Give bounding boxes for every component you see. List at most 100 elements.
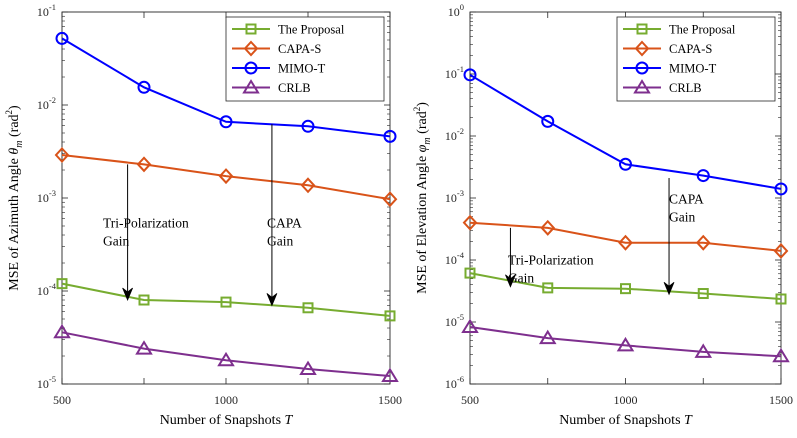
data-point — [56, 278, 68, 290]
x-tick-label: 500 — [53, 393, 71, 407]
series-line — [61, 37, 391, 138]
x-tick-label: 1000 — [614, 393, 638, 407]
series-capa-s — [54, 147, 398, 208]
data-point — [695, 234, 711, 251]
annotation-label: Gain — [508, 270, 534, 285]
chart-panel-1: 10-5 10-4 10-3 10-2 10-1 500 1000 1500 Number of… — [4, 2, 402, 428]
data-point — [220, 296, 232, 308]
x-tick-label: 500 — [461, 393, 479, 407]
series-line — [61, 154, 391, 201]
data-point — [464, 267, 476, 279]
data-point — [301, 119, 315, 133]
data-point — [616, 336, 635, 352]
data-point — [383, 129, 397, 143]
y-tick-label: 10-5 — [445, 312, 464, 329]
series-line — [469, 272, 782, 300]
data-point — [619, 157, 632, 171]
y-axis-title: MSE of Elevation Angle φm (rad2) — [412, 102, 433, 294]
data-point — [219, 115, 233, 129]
data-point — [138, 294, 150, 306]
legend: The Proposal CAPA-S MIMO-T CRLB — [225, 16, 385, 102]
annotation-label: Gain — [267, 234, 293, 249]
data-point — [618, 234, 633, 251]
annotation-arrow-head — [505, 274, 516, 288]
data-point — [136, 156, 152, 173]
data-point — [775, 293, 787, 305]
series-the-proposal — [56, 278, 396, 322]
data-point — [300, 177, 316, 194]
data-point — [54, 147, 70, 163]
data-point — [384, 310, 396, 322]
legend-label: CAPA-S — [669, 42, 712, 56]
y-tick-label: 100 — [448, 2, 464, 19]
legend-marker — [244, 61, 258, 75]
data-point — [463, 68, 477, 82]
annotation-arrow-head — [266, 293, 278, 307]
series-capa-s — [462, 214, 789, 259]
x-tick-label: 1500 — [769, 393, 793, 407]
annotation-label: CAPA — [267, 216, 302, 231]
data-point — [696, 169, 710, 183]
data-point — [694, 343, 713, 358]
y-tick-label: 10-1 — [37, 2, 56, 19]
data-point — [217, 351, 235, 367]
legend-marker — [636, 23, 648, 35]
y-tick-label: 10-3 — [37, 188, 56, 205]
series-mimo-t — [463, 68, 788, 196]
legend-marker — [633, 79, 651, 94]
legend-label: MIMO-T — [669, 62, 717, 76]
data-point — [135, 340, 153, 355]
y-tick-label: 10-6 — [445, 374, 464, 391]
series-line — [469, 326, 782, 358]
annotation-arrow-head — [663, 281, 675, 296]
legend-marker — [635, 61, 649, 75]
chart-panel-2: 10-6 10-5 10-4 10-3 10-2 10-1 100 500 1000 1500 Nu… — [412, 2, 793, 428]
legend-label: The Proposal — [278, 23, 345, 37]
legend-label: MIMO-T — [278, 62, 326, 76]
data-point — [302, 302, 314, 314]
data-point — [541, 114, 555, 128]
legend-marker — [634, 40, 650, 57]
y-tick-label: 10-5 — [37, 374, 56, 391]
annotation-label: Tri-Polarization — [508, 252, 594, 267]
data-point — [299, 360, 317, 375]
data-point — [540, 219, 556, 236]
data-point — [137, 80, 151, 94]
series-mimo-t — [55, 31, 397, 143]
series-line — [469, 221, 782, 252]
data-point — [55, 31, 69, 45]
annotation-label: CAPA — [669, 191, 704, 206]
data-point — [772, 347, 790, 363]
series-line — [61, 282, 391, 317]
annotation: Tri-Polarization Gain — [103, 164, 189, 302]
data-point — [697, 288, 709, 300]
series-line — [61, 331, 391, 377]
x-axis-title: Number of Snapshots T — [160, 413, 294, 428]
x-tick-label: 1000 — [214, 393, 238, 407]
legend-marker — [243, 40, 259, 57]
annotation-label: Tri-Polarization — [103, 216, 189, 231]
data-point — [382, 191, 398, 208]
legend-label: CAPA-S — [278, 42, 321, 56]
series-crlb — [53, 323, 399, 382]
legend-marker — [242, 79, 260, 94]
y-tick-label: 10-2 — [37, 95, 56, 112]
x-tick-label: 1500 — [378, 393, 402, 407]
series-crlb — [461, 318, 790, 363]
data-point — [773, 242, 789, 259]
y-tick-label: 10-1 — [445, 64, 464, 81]
legend-marker — [245, 23, 257, 35]
series-the-proposal — [464, 267, 787, 305]
data-point — [538, 329, 557, 345]
y-tick-label: 10-4 — [37, 281, 57, 298]
annotation: CAPA Gain — [266, 124, 302, 307]
annotation-arrow-head — [122, 287, 133, 302]
data-point — [774, 182, 788, 196]
data-point — [381, 367, 399, 382]
annotation-label: Gain — [103, 234, 129, 249]
annotation-label: Gain — [669, 209, 695, 224]
legend: The Proposal CAPA-S MIMO-T CRLB — [616, 16, 776, 102]
data-point — [218, 168, 234, 185]
data-point — [462, 214, 478, 231]
data-point — [53, 323, 71, 339]
